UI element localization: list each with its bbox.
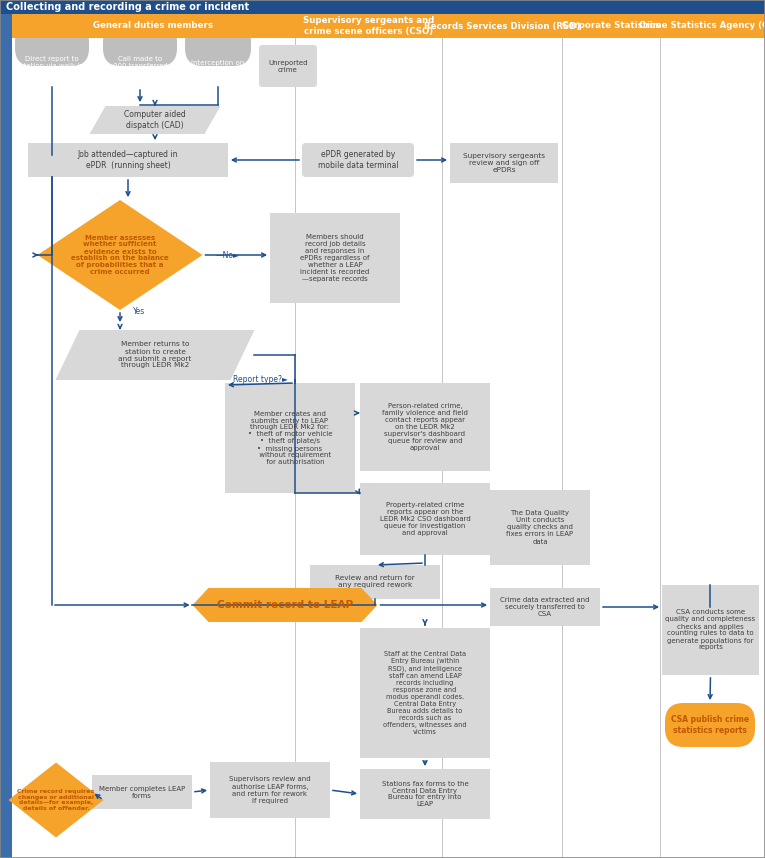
- Text: Computer aided
dispatch (CAD): Computer aided dispatch (CAD): [124, 111, 186, 130]
- FancyBboxPatch shape: [450, 143, 558, 183]
- FancyBboxPatch shape: [225, 383, 355, 493]
- Polygon shape: [56, 330, 255, 380]
- Text: ePDR generated by
mobile data terminal: ePDR generated by mobile data terminal: [317, 150, 399, 170]
- Text: General duties members: General duties members: [93, 21, 213, 31]
- Text: Report type?►: Report type?►: [233, 376, 288, 384]
- Text: Interception on
patrol: Interception on patrol: [191, 59, 245, 72]
- Text: The Data Quality
Unit conducts
quality checks and
fixes errors in LEAP
data: The Data Quality Unit conducts quality c…: [506, 511, 574, 545]
- FancyBboxPatch shape: [360, 628, 490, 758]
- FancyBboxPatch shape: [360, 769, 490, 819]
- Text: —No►: —No►: [216, 251, 240, 259]
- FancyBboxPatch shape: [562, 14, 660, 38]
- Text: Job attended—captured in
ePDR  (running sheet): Job attended—captured in ePDR (running s…: [78, 150, 178, 170]
- Text: Supervisors review and
authorise LEAP forms,
and return for rework
if required: Supervisors review and authorise LEAP fo…: [230, 776, 311, 803]
- FancyBboxPatch shape: [442, 14, 562, 38]
- FancyBboxPatch shape: [0, 0, 765, 14]
- Text: Yes: Yes: [133, 307, 145, 317]
- FancyBboxPatch shape: [660, 14, 765, 38]
- FancyBboxPatch shape: [15, 24, 89, 66]
- Text: Member assesses
whether sufficient
evidence exists to
establish on the balance
o: Member assesses whether sufficient evide…: [71, 234, 169, 275]
- Text: Property-related crime
reports appear on the
LEDR Mk2 CSO dashboard
queue for in: Property-related crime reports appear on…: [379, 502, 470, 536]
- FancyBboxPatch shape: [302, 143, 414, 177]
- FancyBboxPatch shape: [185, 24, 251, 66]
- Text: Crime Statistics Agency (CSA): Crime Statistics Agency (CSA): [640, 21, 765, 31]
- Text: Review and return for
any required rework: Review and return for any required rewor…: [335, 576, 415, 589]
- Text: Collecting and recording a crime or incident: Collecting and recording a crime or inci…: [6, 2, 249, 12]
- Text: Commit record to LEAP: Commit record to LEAP: [217, 600, 353, 610]
- Text: Members should
record job details
and responses in
ePDRs regardless of
whether a: Members should record job details and re…: [300, 234, 369, 282]
- FancyBboxPatch shape: [0, 14, 12, 858]
- Text: CSA publish crime
statistics reports: CSA publish crime statistics reports: [671, 716, 749, 734]
- FancyBboxPatch shape: [12, 14, 295, 38]
- Text: Corporate Statistics: Corporate Statistics: [562, 21, 660, 31]
- Text: Crime data extracted and
securely transferred to
CSA: Crime data extracted and securely transf…: [500, 597, 590, 617]
- Text: Member creates and
submits entry to LEAP
through LEDR Mk2 for:
•  theft of motor: Member creates and submits entry to LEAP…: [248, 410, 332, 466]
- Text: Crime record requires
changes or additional
details—for example,
details of offe: Crime record requires changes or additio…: [18, 789, 95, 811]
- FancyBboxPatch shape: [295, 14, 442, 38]
- Text: Supervisory sergeants and
crime scene officers (CSO): Supervisory sergeants and crime scene of…: [303, 16, 434, 36]
- Polygon shape: [193, 588, 377, 622]
- Text: Member returns to
station to create
and submit a report
through LEDR Mk2: Member returns to station to create and …: [119, 341, 191, 368]
- FancyBboxPatch shape: [665, 703, 755, 747]
- FancyBboxPatch shape: [270, 213, 400, 303]
- Text: Person-related crime,
family violence and field
contact reports appear
on the LE: Person-related crime, family violence an…: [382, 403, 468, 451]
- FancyBboxPatch shape: [310, 565, 440, 599]
- FancyBboxPatch shape: [360, 383, 490, 471]
- FancyBboxPatch shape: [360, 483, 490, 555]
- FancyBboxPatch shape: [210, 762, 330, 818]
- Text: Records Services Division (RSD): Records Services Division (RSD): [424, 21, 580, 31]
- Text: Unreported
crime: Unreported crime: [269, 59, 308, 72]
- FancyBboxPatch shape: [28, 143, 228, 177]
- FancyBboxPatch shape: [490, 490, 590, 565]
- FancyBboxPatch shape: [103, 24, 177, 66]
- Text: Supervisory sergeants
review and sign off
ePDRs: Supervisory sergeants review and sign of…: [463, 153, 545, 173]
- Text: Staff at the Central Data
Entry Bureau (within
RSD), and intelligence
staff can : Staff at the Central Data Entry Bureau (…: [383, 651, 467, 735]
- FancyBboxPatch shape: [490, 588, 600, 626]
- Text: Member completes LEAP
forms: Member completes LEAP forms: [99, 786, 185, 799]
- Polygon shape: [90, 106, 220, 134]
- Polygon shape: [37, 200, 203, 310]
- Text: Stations fax forms to the
Central Data Entry
Bureau for entry into
LEAP: Stations fax forms to the Central Data E…: [382, 781, 468, 807]
- FancyBboxPatch shape: [662, 585, 759, 675]
- Text: CSA conducts some
quality and completeness
checks and applies
counting rules to : CSA conducts some quality and completene…: [666, 609, 756, 650]
- Text: Call made to
000 transferred
to police: Call made to 000 transferred to police: [112, 56, 168, 76]
- FancyBboxPatch shape: [259, 45, 317, 87]
- FancyBboxPatch shape: [92, 775, 192, 809]
- Polygon shape: [8, 763, 103, 837]
- Text: Direct report to
station via walk-in
or phone: Direct report to station via walk-in or …: [20, 56, 84, 76]
